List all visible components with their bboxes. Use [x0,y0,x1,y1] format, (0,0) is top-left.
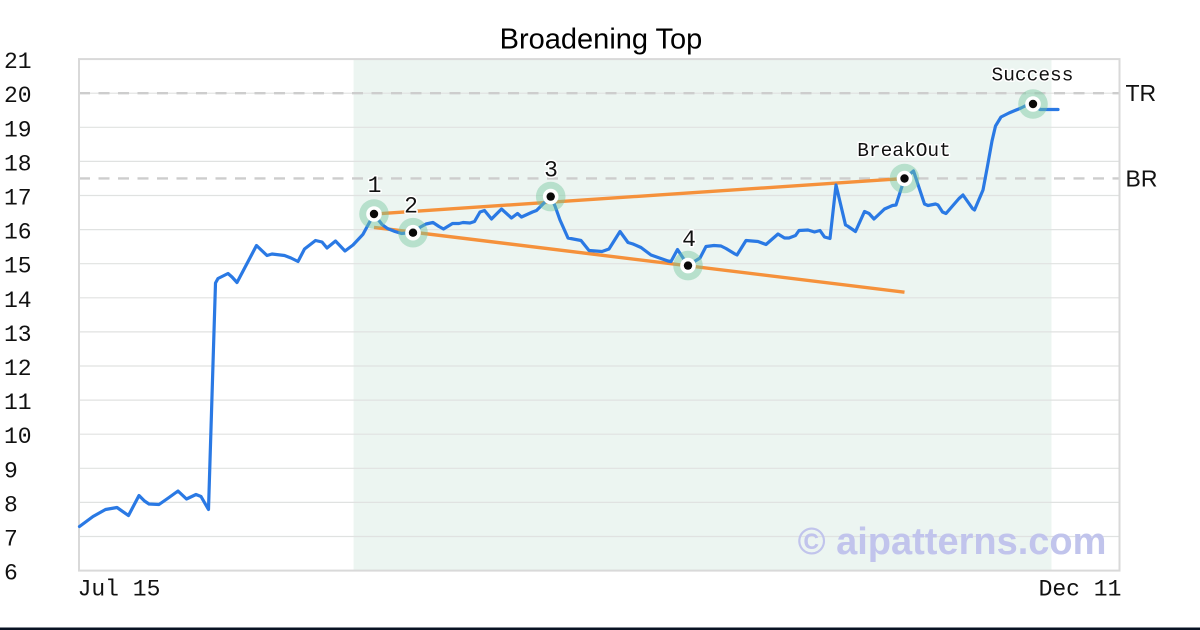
svg-text:4: 4 [682,227,696,253]
svg-text:6: 6 [4,561,18,587]
svg-text:15: 15 [4,254,32,280]
svg-text:21: 21 [4,49,32,75]
svg-text:BreakOut: BreakOut [857,140,951,162]
svg-text:2: 2 [404,194,418,220]
svg-text:8: 8 [4,492,18,518]
svg-text:3: 3 [544,158,558,184]
svg-text:7: 7 [4,527,18,553]
svg-text:Jul 15: Jul 15 [78,577,161,603]
svg-text:10: 10 [4,424,32,450]
svg-text:19: 19 [4,117,32,143]
svg-text:BR: BR [1126,165,1158,191]
svg-text:13: 13 [4,322,32,348]
svg-text:20: 20 [4,83,32,109]
svg-text:Dec 11: Dec 11 [1039,577,1122,603]
svg-text:14: 14 [4,288,32,314]
svg-text:© aipatterns.com: © aipatterns.com [798,521,1107,563]
svg-text:Success: Success [992,65,1074,87]
svg-text:18: 18 [4,151,32,177]
svg-text:9: 9 [4,458,18,484]
svg-text:11: 11 [4,390,32,416]
svg-text:Broadening Top: Broadening Top [500,24,703,56]
svg-text:17: 17 [4,186,32,212]
svg-text:12: 12 [4,356,32,382]
svg-text:1: 1 [368,173,382,199]
svg-text:16: 16 [4,220,32,246]
svg-text:TR: TR [1126,80,1157,106]
